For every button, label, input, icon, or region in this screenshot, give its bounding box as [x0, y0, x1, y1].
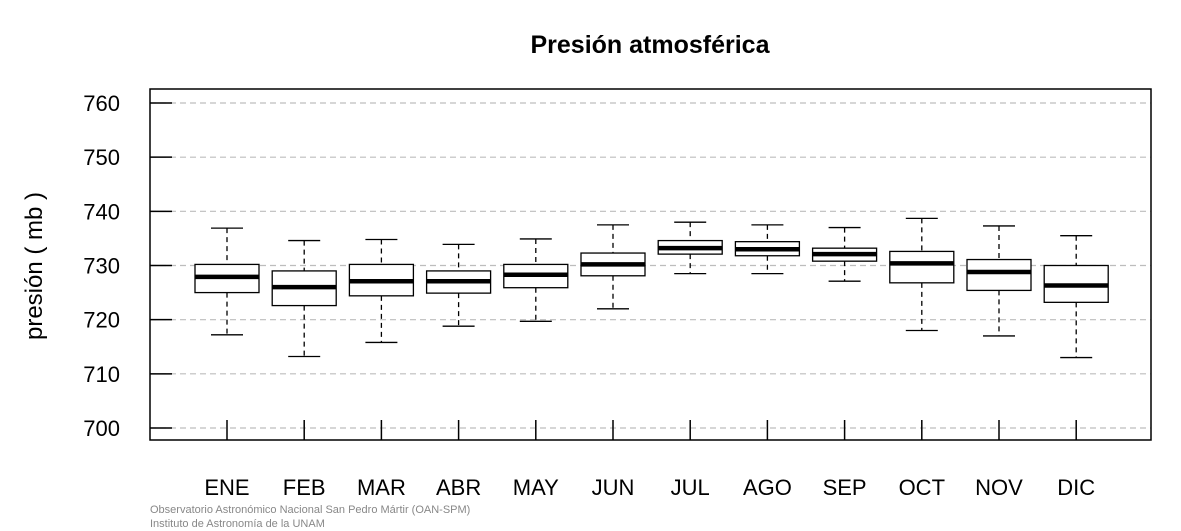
y-tick-label: 760	[83, 91, 120, 116]
box-ago	[734, 224, 801, 275]
x-tick-label: NOV	[975, 475, 1023, 500]
y-tick-label: 730	[83, 254, 120, 279]
x-tick-label: FEB	[283, 475, 326, 500]
box-may	[503, 238, 569, 322]
x-tick-label: OCT	[899, 475, 945, 500]
x-tick-label: JUL	[671, 475, 710, 500]
footer-institute: Instituto de Astronomía de la UNAM	[150, 518, 325, 530]
plot-frame	[149, 88, 1152, 441]
footer-observatory: Observatorio Astronómico Nacional San Pe…	[150, 504, 470, 516]
box-series	[194, 217, 1109, 359]
box-mar	[348, 238, 415, 344]
iqr-box	[889, 250, 955, 284]
box-nov	[966, 225, 1032, 337]
y-axis: 700 710 720 730 740 750 760	[83, 91, 172, 441]
box-dic	[1043, 235, 1109, 359]
box-abr	[425, 243, 492, 327]
x-tick-label: SEP	[823, 475, 867, 500]
box-ene	[194, 227, 260, 336]
x-tick-label: AGO	[743, 475, 792, 500]
x-tick-label: DIC	[1057, 475, 1095, 500]
x-axis: ENE FEB MAR ABR MAY JUN JUL AGO SEP OCT NOV DIC	[204, 420, 1095, 500]
y-tick-label: 740	[83, 199, 120, 224]
box-jun	[580, 224, 646, 310]
y-tick-label: 710	[83, 362, 120, 387]
box-jul	[657, 221, 723, 275]
iqr-box	[966, 258, 1032, 292]
y-tick-label: 750	[83, 145, 120, 170]
x-tick-label: JUN	[592, 475, 635, 500]
x-tick-label: ENE	[204, 475, 249, 500]
x-tick-label: ABR	[436, 475, 481, 500]
x-tick-label: MAR	[357, 475, 406, 500]
y-tick-label: 720	[83, 308, 120, 333]
box-feb	[271, 239, 337, 358]
x-tick-label: MAY	[513, 475, 559, 500]
box-oct	[889, 217, 955, 332]
y-tick-label: 700	[83, 416, 120, 441]
box-sep	[811, 226, 878, 282]
chart-title: Presión atmosférica	[531, 31, 771, 59]
y-axis-label: presión ( mb )	[21, 192, 48, 340]
